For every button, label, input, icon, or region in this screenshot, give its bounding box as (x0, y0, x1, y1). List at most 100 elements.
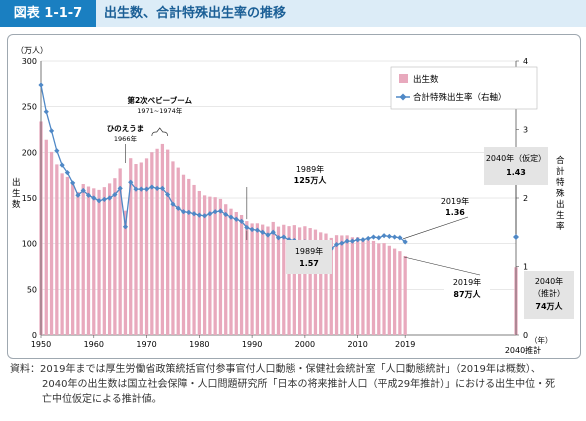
birth-bar (297, 227, 302, 335)
birth-bar (139, 162, 143, 335)
legend-marker-swatch (399, 93, 407, 101)
tfr-point (333, 241, 340, 248)
birth-bar (166, 149, 170, 335)
tfr-point (107, 195, 113, 201)
birth-bar (92, 188, 96, 335)
birth-bar (239, 214, 244, 335)
birth-bar (292, 225, 296, 335)
birth-bar (308, 228, 312, 335)
birth-bar (123, 210, 128, 335)
figure-number-label: 図表 1-1-7 (0, 0, 96, 27)
birth-bar (356, 237, 360, 335)
tfr-point (202, 213, 208, 219)
birth-bar (345, 235, 349, 335)
callout-1989-births-text: 125万人 (294, 175, 328, 185)
figure-header: 図表 1-1-7 出生数、合計特殊出生率の推移 (0, 0, 586, 27)
y-left-title-char: 生 (12, 188, 21, 199)
source-line-2: 2040年の出生数は国立社会保障・人口問題研究所「日本の将来推計人口（平成29年… (42, 379, 556, 390)
callout-1989-tfr-box (286, 240, 332, 274)
birth-bar (171, 161, 175, 335)
legend-bar-swatch (399, 74, 408, 83)
source-note: 資料：2019年までは厚生労働省政策統括官付参事官付人口動態・保健社会統計室「人… (10, 362, 580, 407)
tfr-point (165, 191, 171, 198)
y-left-title-char: 出 (12, 177, 21, 188)
tfr-point (117, 185, 123, 192)
x-tick-label: 1960 (84, 340, 104, 349)
bar-layer (39, 121, 518, 335)
y-right-title-char: 出 (556, 199, 565, 210)
birth-bar (118, 168, 122, 335)
annotation-layer: ひのえうま1966年第2次ベビーブーム1971~1974年1989年125万人1… (107, 95, 574, 319)
x-tick-label: 1980 (189, 340, 209, 349)
birth-bar (202, 195, 207, 335)
tfr-point (186, 209, 192, 215)
tfr-point (101, 196, 107, 202)
tfr-point (260, 229, 266, 235)
tfr-point (170, 201, 176, 207)
tfr-point (85, 192, 92, 198)
birth-bar (255, 223, 260, 335)
tfr-point (265, 232, 271, 238)
birth-bar (245, 221, 249, 335)
birth-bar (129, 158, 133, 335)
callout-1989-tfr-year: 1989年 (295, 246, 323, 256)
annotation-hinoe-year: 1966年 (114, 134, 138, 143)
birth-bar (44, 139, 48, 335)
birth-bar (49, 151, 54, 335)
tfr-point (392, 234, 398, 240)
tfr-point (154, 185, 160, 192)
y-right-tick-label: 3 (523, 126, 528, 135)
tfr-point (217, 208, 224, 214)
birth-bar (187, 178, 191, 335)
callout-1989-births-text: 1989年 (296, 164, 324, 174)
birth-bar (387, 245, 391, 335)
tfr-point (59, 162, 65, 168)
y-right-tick-label: 4 (523, 57, 528, 66)
tfr-point (196, 212, 202, 218)
x-tick-label: 1990 (242, 340, 262, 349)
birth-bar (181, 174, 186, 335)
tfr-point (75, 192, 81, 198)
y-left-tick-label: 0 (32, 331, 37, 340)
tfr-point (402, 239, 408, 245)
tfr-point (238, 218, 245, 224)
birth-bar (366, 240, 370, 335)
birth-bar (234, 211, 238, 335)
tfr-point (96, 198, 102, 204)
tfr-point (386, 233, 392, 239)
tfr-point (254, 227, 260, 233)
tfr-point (70, 180, 76, 186)
source-line-3: 亡中位仮定による推計値。 (42, 394, 162, 405)
tfr-point (275, 235, 282, 241)
birth-bar (160, 143, 165, 335)
birth-bar (97, 189, 101, 335)
tfr-point (138, 186, 144, 192)
tfr-line (40, 84, 406, 250)
birth-bar (81, 184, 85, 335)
callout-2040-births-year: 2040年 (535, 276, 563, 286)
birth-bar (65, 176, 70, 335)
birth-bar (102, 187, 106, 335)
tfr-point (180, 209, 187, 215)
callout-2040-tfr-title: 2040年（仮定） (486, 153, 546, 163)
tfr-point (133, 186, 139, 192)
birth-bar (403, 255, 407, 335)
tfr-point (349, 238, 355, 244)
callout-2019-tfr-pointer (403, 216, 469, 240)
y-left-tick-label: 200 (22, 148, 37, 157)
birth-bar (144, 158, 149, 335)
x-tick-label: 2010 (347, 340, 367, 349)
birth-bar (197, 190, 201, 335)
tfr-point (360, 237, 366, 243)
y-left-tick-label: 50 (27, 285, 37, 294)
callout-2019-births-value: 87万人 (453, 289, 481, 299)
tfr-point (143, 186, 150, 192)
birth-bar (176, 167, 180, 335)
y-right-title-char: 殊 (556, 188, 565, 199)
birth-bar (392, 248, 397, 335)
tfr-point (228, 214, 234, 220)
tfr-point (223, 211, 229, 218)
birth-bar (287, 226, 291, 335)
birth-bar (86, 186, 91, 335)
